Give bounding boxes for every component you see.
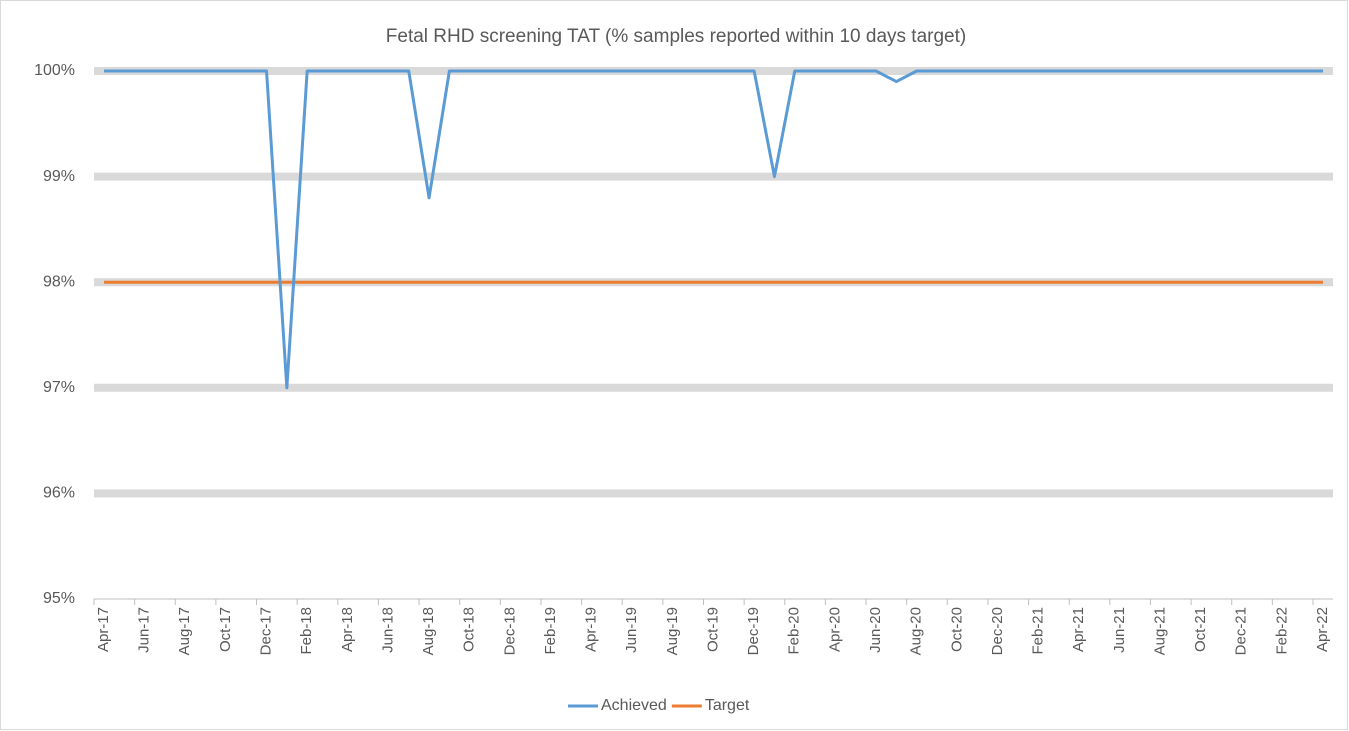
x-tick-label: Aug-17 [176, 607, 193, 655]
x-tick-label: Jun-17 [136, 607, 153, 653]
x-tick-label: Feb-18 [298, 607, 315, 655]
x-tick-label: Oct-21 [1192, 607, 1209, 652]
x-tick-label: Dec-20 [989, 607, 1006, 655]
legend-label: Target [705, 697, 750, 714]
y-tick-label: 100% [34, 62, 75, 79]
x-tick-label: Feb-19 [542, 607, 559, 655]
x-tick-label: Feb-20 [786, 607, 803, 655]
x-tick-label: Jun-18 [379, 607, 396, 653]
x-tick-label: Apr-21 [1070, 607, 1087, 652]
x-tick-label: Apr-18 [339, 607, 356, 652]
x-tick-label: Apr-17 [95, 607, 112, 652]
x-tick-label: Dec-17 [258, 607, 275, 655]
x-tick-label: Oct-18 [461, 607, 478, 652]
x-tick-label: Dec-19 [745, 607, 762, 655]
x-tick-label: Oct-20 [948, 607, 965, 652]
x-tick-label: Oct-17 [217, 607, 234, 652]
x-tick-label: Jun-19 [623, 607, 640, 653]
y-tick-label: 98% [43, 273, 75, 290]
x-tick-label: Feb-22 [1273, 607, 1290, 655]
y-tick-label: 95% [43, 590, 75, 607]
x-tick-label: Oct-19 [704, 607, 721, 652]
x-tick-label: Apr-22 [1314, 607, 1331, 652]
x-tick-label: Dec-18 [501, 607, 518, 655]
x-tick-label: Feb-21 [1030, 607, 1047, 655]
x-tick-label: Apr-20 [826, 607, 843, 652]
x-tick-label: Jun-20 [867, 607, 884, 653]
series-line [104, 69, 1323, 390]
x-tick-label: Aug-20 [908, 607, 925, 655]
x-tick-label: Aug-21 [1151, 607, 1168, 655]
chart-title: Fetal RHD screening TAT (% samples repor… [386, 26, 966, 47]
x-tick-label: Aug-18 [420, 607, 437, 655]
x-tick-label: Apr-19 [583, 607, 600, 652]
legend-label: Achieved [601, 697, 667, 714]
y-tick-label: 97% [43, 379, 75, 396]
x-tick-label: Jun-21 [1111, 607, 1128, 653]
y-tick-label: 99% [43, 168, 75, 185]
y-tick-label: 96% [43, 485, 75, 502]
x-tick-label: Aug-19 [664, 607, 681, 655]
x-tick-label: Dec-21 [1233, 607, 1250, 655]
